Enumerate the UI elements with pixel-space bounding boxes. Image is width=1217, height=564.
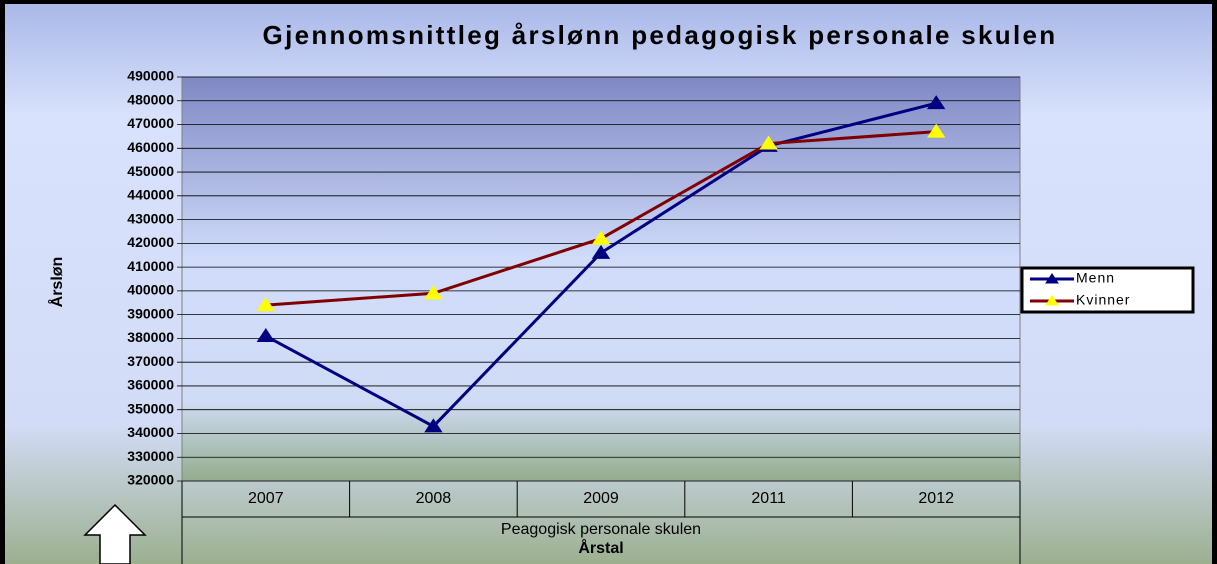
y-tick-label: 330000	[127, 448, 174, 464]
legend-marker	[1045, 273, 1059, 284]
legend-label: Menn	[1076, 270, 1115, 286]
y-tick-label: 420000	[127, 234, 174, 250]
y-tick-label: 410000	[127, 258, 174, 274]
y-tick-label: 320000	[127, 472, 174, 488]
x-tick-label: 2011	[751, 490, 786, 507]
marker	[591, 230, 611, 245]
y-tick-label: 390000	[127, 305, 174, 321]
y-tick-label: 350000	[127, 400, 174, 416]
y-tick-label: 470000	[127, 115, 174, 131]
y-tick-label: 360000	[127, 377, 174, 393]
marker	[927, 123, 946, 138]
y-tick-label: 340000	[127, 424, 174, 440]
y-tick-label: 450000	[127, 163, 174, 179]
marker	[256, 328, 275, 343]
y-tick-label: 430000	[127, 210, 174, 226]
y-tick-label: 400000	[127, 282, 174, 298]
marker	[591, 244, 611, 259]
marker	[759, 135, 778, 150]
x-group-label: Peagogisk personale skulen	[501, 521, 701, 538]
y-tick-label: 480000	[127, 91, 174, 107]
y-axis-label: Årsløn	[47, 257, 66, 308]
y-tick-label: 490000	[127, 68, 174, 84]
x-tick-label: 2009	[583, 490, 619, 507]
y-tick-label: 380000	[127, 329, 174, 345]
y-tick-label: 370000	[127, 353, 174, 369]
arrow-icon	[83, 503, 147, 564]
y-tick-label: 440000	[127, 187, 174, 203]
marker	[424, 285, 443, 300]
x-tick-label: 2008	[416, 490, 452, 507]
y-tick-label: 460000	[127, 139, 174, 155]
plot-area	[181, 76, 1021, 482]
marker	[256, 297, 275, 312]
chart-title: Gjennomsnittleg årslønn pedagogisk perso…	[262, 20, 1058, 50]
legend-marker	[1045, 295, 1059, 306]
x-tick-label: 2012	[918, 490, 954, 507]
legend-label: Kvinner	[1076, 292, 1130, 308]
x-tick-label: 2007	[248, 490, 284, 507]
marker	[424, 418, 443, 433]
marker	[927, 95, 946, 110]
x-axis-label: Årstal	[578, 538, 623, 557]
